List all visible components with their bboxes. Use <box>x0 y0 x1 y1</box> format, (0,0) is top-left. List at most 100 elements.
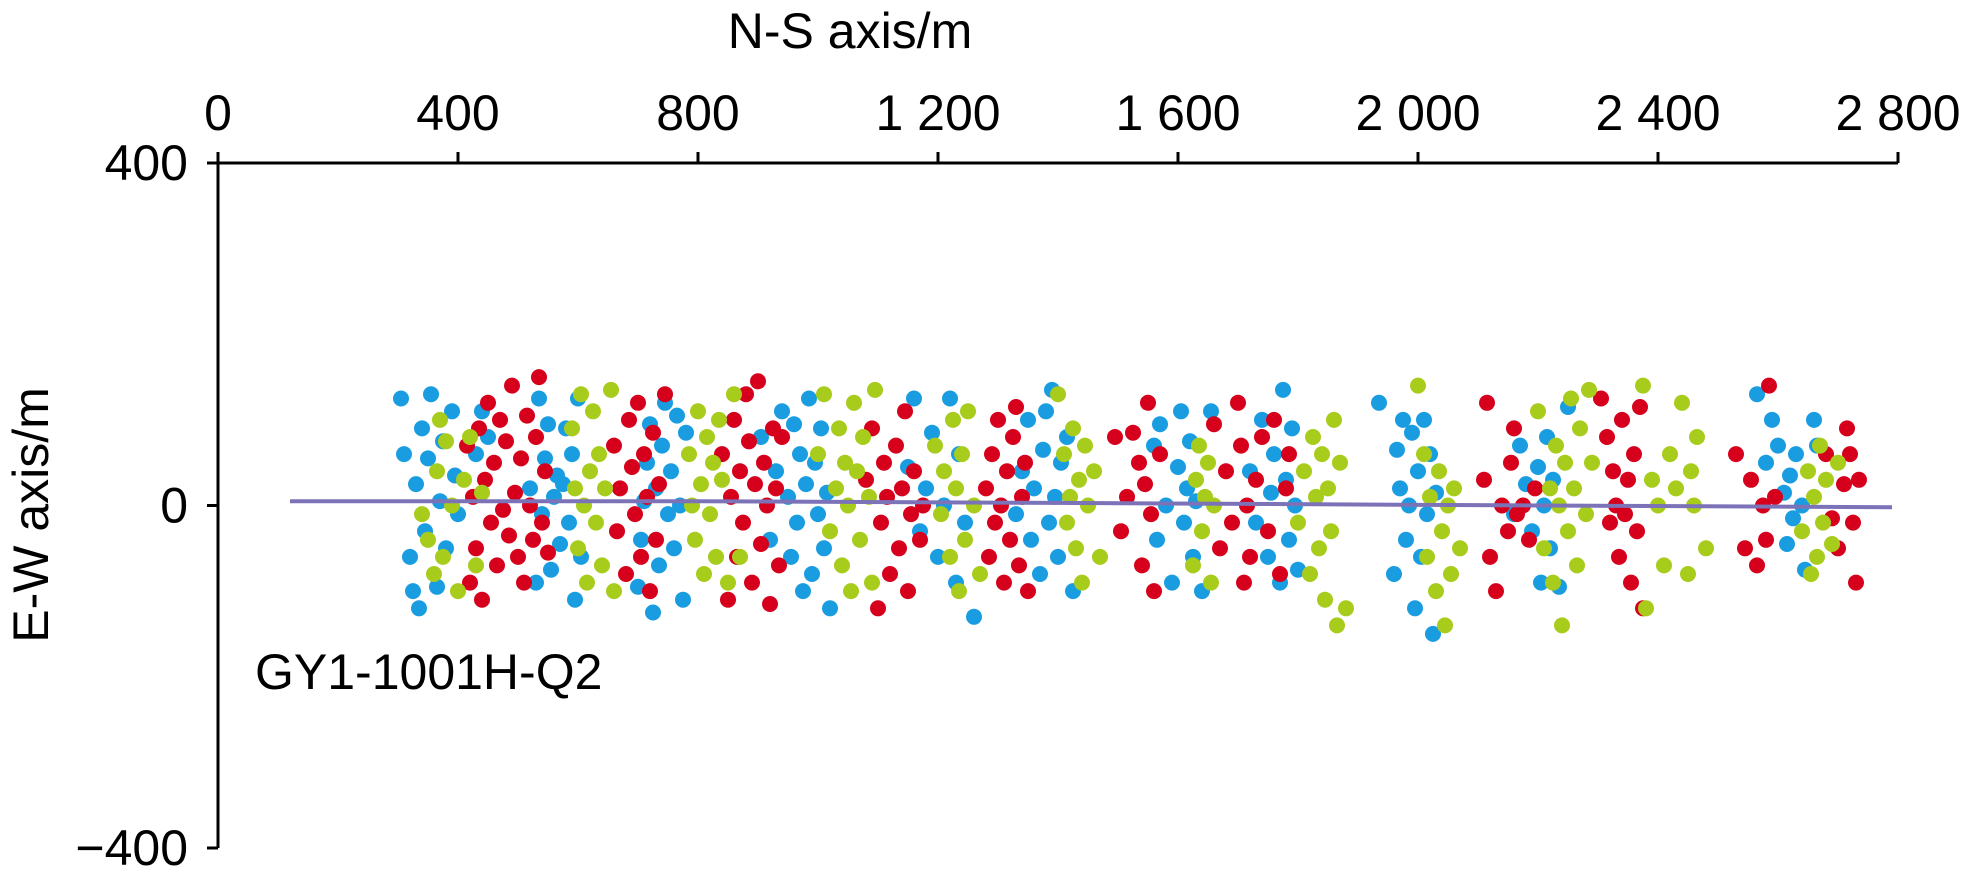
event-point-blue <box>1398 531 1414 548</box>
event-point-green <box>816 386 832 403</box>
event-point-blue <box>1035 441 1051 458</box>
event-point-red <box>750 373 766 390</box>
event-point-blue <box>666 540 682 557</box>
event-point-green <box>687 531 703 548</box>
event-point-red <box>1836 476 1852 493</box>
event-point-green <box>1806 488 1822 505</box>
event-point-green <box>945 411 961 428</box>
event-point-red <box>993 497 1009 514</box>
event-point-red <box>1851 471 1867 488</box>
event-point-red <box>1521 531 1537 548</box>
event-point-red <box>1623 574 1639 591</box>
event-point-green <box>414 506 430 523</box>
event-point-green <box>1428 583 1444 600</box>
event-point-green <box>1566 480 1582 497</box>
event-point-green <box>1329 617 1345 634</box>
event-point-red <box>1842 446 1858 463</box>
x-axis-ticks: 0 400 800 1 200 1 600 2 000 2 400 2 800 <box>204 85 1961 163</box>
event-point-blue <box>1389 441 1405 458</box>
event-point-green <box>1302 566 1318 582</box>
event-point-red <box>882 566 898 582</box>
event-point-green <box>1812 437 1828 454</box>
event-point-red <box>642 583 658 600</box>
event-point-red <box>1143 506 1159 523</box>
event-point-green <box>951 583 967 600</box>
event-point-red <box>630 394 646 411</box>
event-point-red <box>1476 471 1492 488</box>
event-point-green <box>1563 390 1579 407</box>
event-point-blue <box>816 540 832 557</box>
event-point-blue <box>567 591 583 608</box>
event-point-blue <box>531 390 547 407</box>
event-point-red <box>540 544 556 561</box>
event-point-blue <box>1386 566 1402 582</box>
event-point-red <box>528 429 544 445</box>
event-point-green <box>1077 437 1093 454</box>
event-point-blue <box>651 557 667 574</box>
event-point-green <box>1056 446 1072 463</box>
event-point-green <box>702 506 718 523</box>
wellbore-trajectory <box>290 499 1893 510</box>
event-point-red <box>1233 437 1249 454</box>
event-point-red <box>1242 548 1258 565</box>
event-point-green <box>960 403 976 420</box>
event-point-green <box>1071 471 1087 488</box>
event-point-green <box>1680 566 1696 582</box>
event-point-red <box>1500 523 1516 540</box>
event-point-blue <box>1164 574 1180 591</box>
event-point-green <box>1305 429 1321 445</box>
event-point-blue <box>1284 420 1300 437</box>
event-point-blue <box>630 578 646 595</box>
event-point-red <box>1260 523 1276 540</box>
event-point-blue <box>1806 411 1822 428</box>
event-point-green <box>1584 454 1600 471</box>
event-point-red <box>897 403 913 420</box>
event-point-red <box>744 574 760 591</box>
event-point-red <box>1611 548 1627 565</box>
x-tick-label: 2 800 <box>1835 85 1960 141</box>
event-point-red <box>1845 514 1861 531</box>
event-point-green <box>864 574 880 591</box>
event-point-green <box>564 420 580 437</box>
y-tick-label: −400 <box>75 820 188 876</box>
event-point-red <box>537 463 553 480</box>
event-point-red <box>507 484 523 501</box>
event-point-green <box>849 463 865 480</box>
x-tick-label: 2 000 <box>1355 85 1480 141</box>
event-point-green <box>936 463 952 480</box>
event-point-green <box>1317 591 1333 608</box>
event-point-blue <box>420 450 436 467</box>
event-point-red <box>618 566 634 582</box>
x-tick-label: 2 400 <box>1595 85 1720 141</box>
event-point-blue <box>798 476 814 493</box>
event-point-red <box>1605 463 1621 480</box>
y-axis: 400 0 −400 E-W axis/m <box>3 135 220 876</box>
event-point-green <box>450 583 466 600</box>
y-tick-label: 0 <box>160 478 188 534</box>
event-point-green <box>699 429 715 445</box>
event-point-blue <box>669 407 685 424</box>
event-point-green <box>1545 574 1561 591</box>
event-point-red <box>1839 420 1855 437</box>
event-point-red <box>627 506 643 523</box>
event-point-red <box>738 386 754 403</box>
event-point-red <box>477 471 493 488</box>
event-point-green <box>1548 437 1564 454</box>
event-points <box>393 369 1867 642</box>
event-point-red <box>996 574 1012 591</box>
event-point-green <box>1698 540 1714 557</box>
event-point-blue <box>930 548 946 565</box>
event-point-green <box>468 557 484 574</box>
event-point-green <box>1581 381 1597 398</box>
event-point-green <box>1410 377 1426 394</box>
event-point-red <box>1248 471 1264 488</box>
event-point-red <box>1602 514 1618 531</box>
event-point-green <box>1437 617 1453 634</box>
event-point-blue <box>1395 411 1411 428</box>
event-point-green <box>1554 617 1570 634</box>
event-point-blue <box>678 424 694 441</box>
event-point-blue <box>654 437 670 454</box>
well-name-label: GY1-1001H-Q2 <box>255 644 602 700</box>
x-tick-label: 1 200 <box>875 85 1000 141</box>
event-point-red <box>1272 566 1288 582</box>
